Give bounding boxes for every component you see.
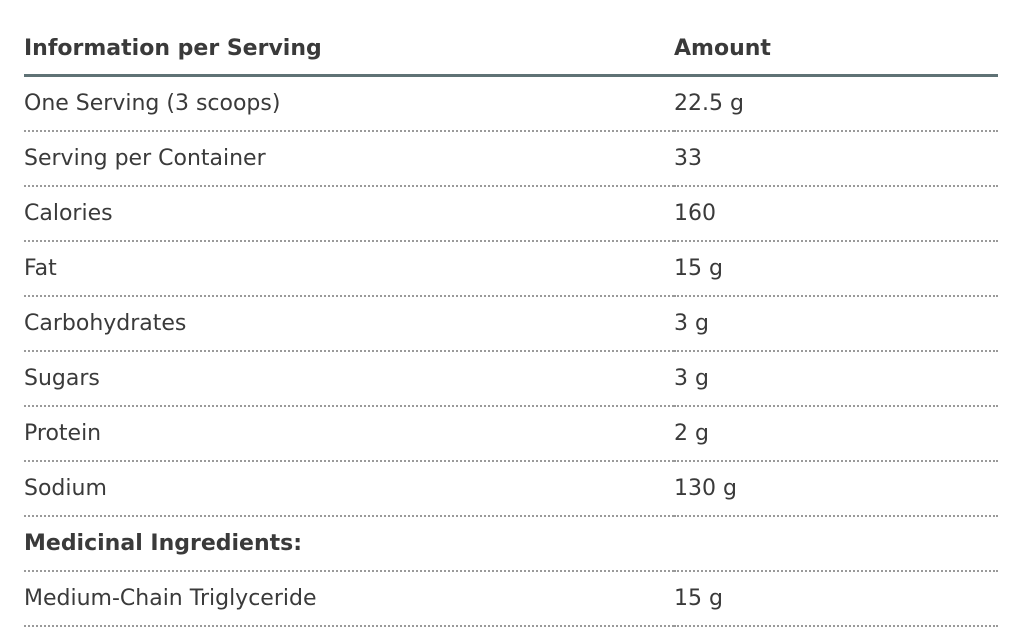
table-row: Carbohydrates 3 g (24, 296, 998, 352)
table-cell: Carbohydrates (24, 296, 674, 352)
table-row: Serving per Container 33 (24, 131, 998, 187)
table-cell: Fat (24, 241, 674, 297)
table-cell: Medium-Chain Triglyceride (24, 571, 674, 627)
table-cell: 15 g (674, 241, 998, 297)
table-cell: Sugars (24, 351, 674, 407)
table-row: Calories 160 (24, 186, 998, 242)
table-cell: 15 g (674, 571, 998, 627)
table-cell: 130 g (674, 461, 998, 517)
table-cell: One Serving (3 scoops) (24, 75, 674, 132)
header-row: Information per Serving Amount (24, 22, 998, 77)
section-heading: Medicinal Ingredients: (24, 516, 998, 572)
header-cell: Amount (674, 22, 998, 77)
table-cell: Sodium (24, 461, 674, 517)
nutrition-table: Information per Serving Amount One Servi… (24, 22, 998, 627)
table-cell: Protein (24, 406, 674, 462)
table-cell: 160 (674, 186, 998, 242)
table-cell: Calories (24, 186, 674, 242)
table-row: Fat 15 g (24, 241, 998, 297)
table-row: Medicinal Ingredients: (24, 516, 998, 572)
table-body: One Serving (3 scoops) 22.5 g Serving per … (24, 75, 998, 627)
table-cell: Serving per Container (24, 131, 674, 187)
table-cell: 33 (674, 131, 998, 187)
table-cell: 2 g (674, 406, 998, 462)
table-cell: 3 g (674, 296, 998, 352)
table-row: Sugars 3 g (24, 351, 998, 407)
table-cell: 3 g (674, 351, 998, 407)
table-row: Sodium 130 g (24, 461, 998, 517)
table-row: Protein 2 g (24, 406, 998, 462)
table-row: One Serving (3 scoops) 22.5 g (24, 75, 998, 132)
header-cell: Information per Serving (24, 22, 674, 77)
table-cell: 22.5 g (674, 75, 998, 132)
table-row: Medium-Chain Triglyceride 15 g (24, 571, 998, 627)
